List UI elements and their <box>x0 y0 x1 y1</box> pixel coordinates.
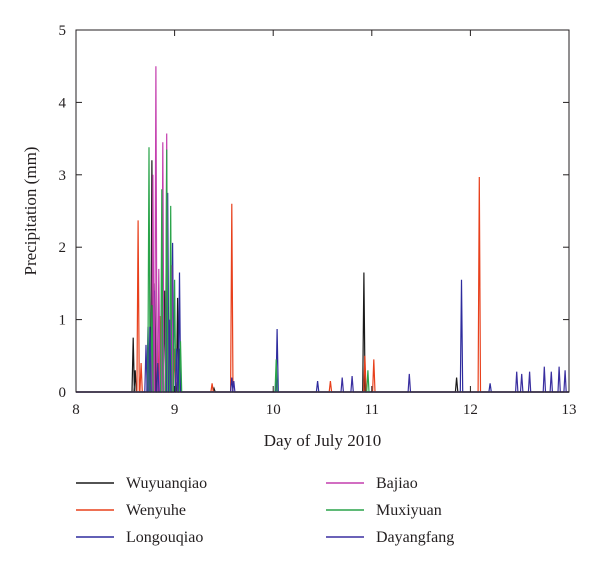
y-tick-label: 4 <box>59 95 67 111</box>
series-line <box>76 147 569 393</box>
y-tick-label: 2 <box>59 240 67 256</box>
y-tick-label: 3 <box>59 168 67 184</box>
x-tick-label: 12 <box>463 402 478 418</box>
y-tick-label: 0 <box>59 385 67 401</box>
legend-item: Wenyuhe <box>76 502 186 519</box>
x-tick-label: 13 <box>562 402 577 418</box>
legend-label: Bajiao <box>376 475 418 492</box>
legend-item: Dayangfang <box>326 529 454 546</box>
legend-item: Longouqiao <box>76 529 203 546</box>
legend-label: Muxiyuan <box>376 502 442 519</box>
y-axis-label: Precipitation (mm) <box>21 147 40 276</box>
legend-item: Wuyuanqiao <box>76 475 207 492</box>
x-axis-label: Day of July 2010 <box>264 431 382 450</box>
legend-label: Wuyuanqiao <box>126 475 207 492</box>
y-tick-label: 5 <box>59 23 67 39</box>
x-tick-label: 9 <box>171 402 179 418</box>
legend-item: Bajiao <box>326 475 418 492</box>
legend-label: Wenyuhe <box>126 502 186 519</box>
x-tick-label: 10 <box>266 402 281 418</box>
plot-area <box>76 66 569 393</box>
plot-frame <box>75 29 570 393</box>
legend: Wuyuanqiao Wenyuhe Longouqiao Bajiao Muxiyua… <box>76 475 454 546</box>
y-tick-label: 1 <box>59 313 67 329</box>
x-tick-label: 11 <box>365 402 379 418</box>
legend-item: Muxiyuan <box>326 502 442 519</box>
legend-label: Longouqiao <box>126 529 203 546</box>
legend-label: Dayangfang <box>376 529 454 546</box>
x-tick-label: 8 <box>72 402 80 418</box>
series-muxiyuan <box>76 147 569 393</box>
